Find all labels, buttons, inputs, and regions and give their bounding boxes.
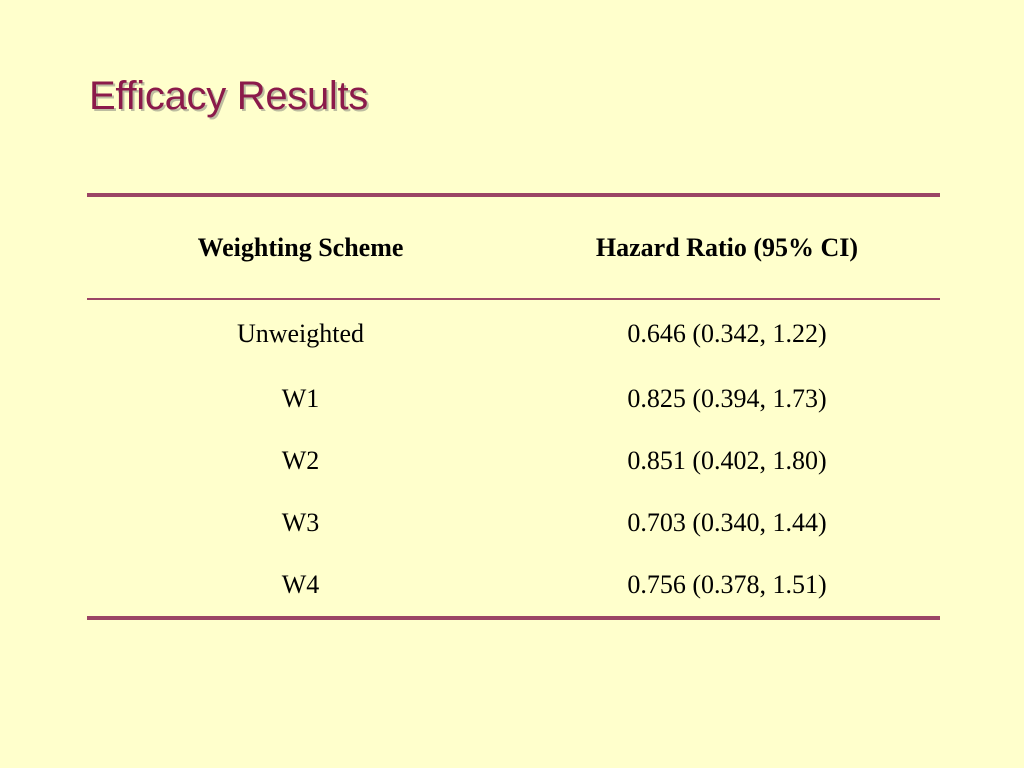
header-weighting-scheme: Weighting Scheme [197,232,404,262]
table-row: W3 0.703 (0.340, 1.44) [87,492,940,554]
cell-scheme: Unweighted [236,319,365,348]
table-row: W2 0.851 (0.402, 1.80) [87,430,940,492]
cell-hazard-ratio: 0.825 (0.394, 1.73) [627,384,827,413]
results-table: Weighting Scheme Hazard Ratio (95% CI) U… [87,193,940,620]
table-header: Weighting Scheme Hazard Ratio (95% CI) [87,195,940,299]
table-body: Unweighted 0.646 (0.342, 1.22) W1 0.825 … [87,299,940,618]
cell-hazard-ratio: 0.756 (0.378, 1.51) [627,570,827,599]
cell-hazard-ratio: 0.851 (0.402, 1.80) [627,446,827,475]
cell-scheme: W4 [281,570,320,599]
table-row: W1 0.825 (0.394, 1.73) [87,368,940,430]
cell-scheme: W1 [281,384,320,413]
cell-scheme: W3 [281,508,320,537]
table-row: Unweighted 0.646 (0.342, 1.22) [87,299,940,368]
table-header-row: Weighting Scheme Hazard Ratio (95% CI) [87,195,940,299]
cell-hazard-ratio: 0.703 (0.340, 1.44) [627,508,827,537]
slide-title: Efficacy Results [89,74,369,118]
cell-scheme: W2 [281,446,320,475]
cell-hazard-ratio: 0.646 (0.342, 1.22) [627,319,827,348]
table-row: W4 0.756 (0.378, 1.51) [87,554,940,618]
header-hazard-ratio: Hazard Ratio (95% CI) [595,232,859,262]
